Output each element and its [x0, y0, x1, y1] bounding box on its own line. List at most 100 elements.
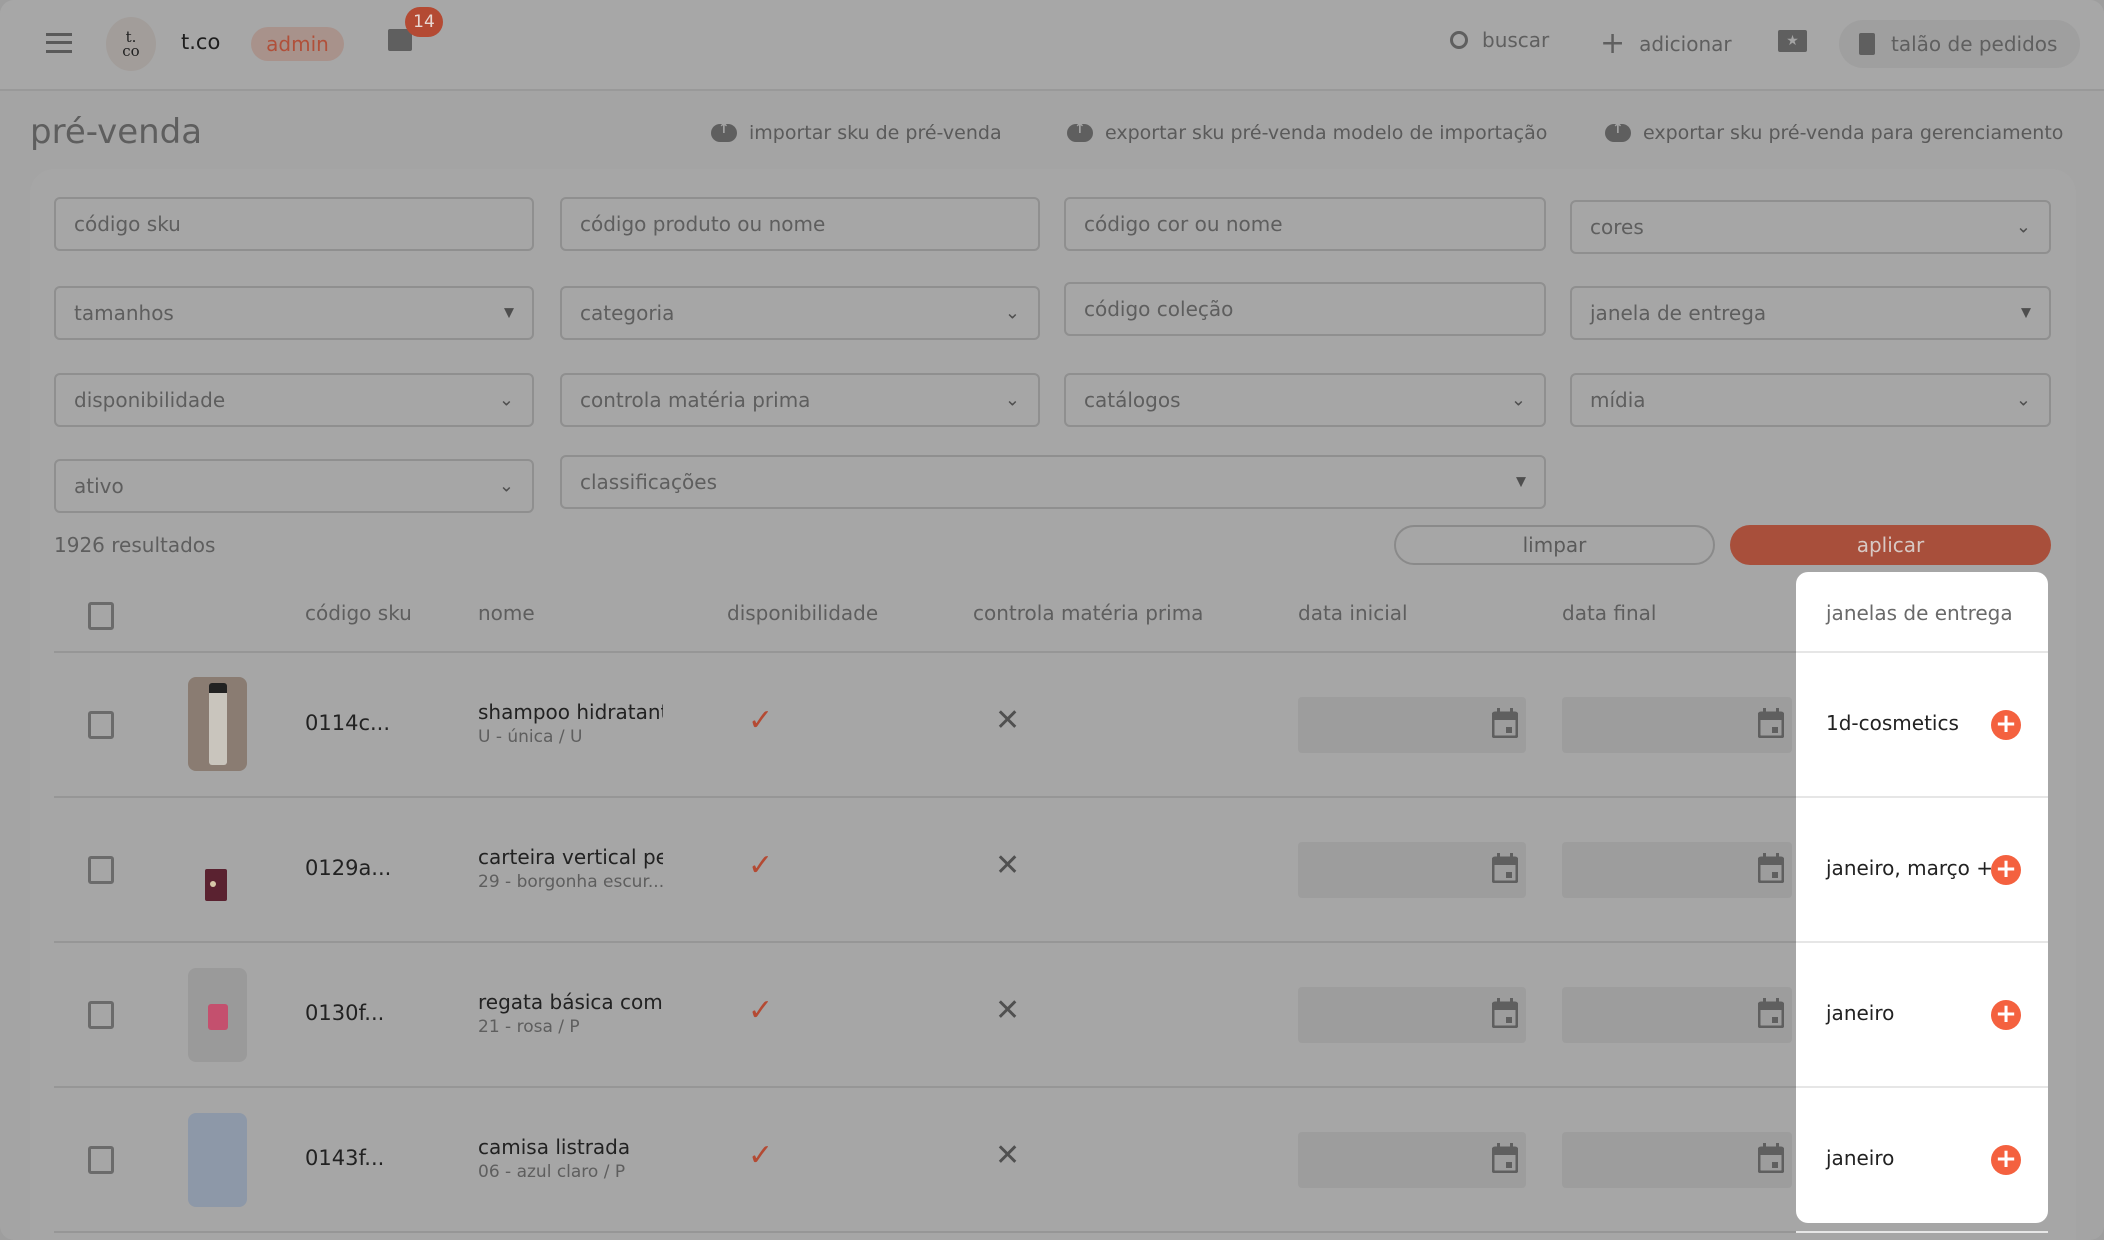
placeholder: código produto ou nome [580, 212, 826, 236]
row-divider [54, 1231, 1796, 1233]
chevron-down-icon: ⌄ [2015, 216, 2031, 238]
close-icon: ✕ [995, 993, 1021, 1028]
search-button[interactable]: buscar [1450, 28, 1549, 52]
start-date-input[interactable] [1298, 987, 1526, 1043]
product-name: carteira vertical pec [478, 845, 663, 869]
chevron-down-icon: ⌄ [1510, 389, 1526, 411]
add-delivery-window-icon[interactable]: + [1991, 1000, 2021, 1030]
check-icon: ✓ [748, 848, 774, 883]
add-delivery-window-icon[interactable]: + [1991, 1145, 2021, 1175]
sku-code: 0114c... [305, 711, 391, 735]
product-variant: 06 - azul claro / P [478, 1162, 626, 1182]
placeholder: cores [1590, 215, 1644, 239]
col-sku[interactable]: código sku [305, 601, 412, 625]
product-variant: U - única / U [478, 727, 583, 747]
check-icon: ✓ [748, 993, 774, 1028]
cloud-upload-icon [1067, 121, 1093, 142]
end-date-input[interactable] [1562, 842, 1792, 898]
results-count: 1926 resultados [54, 533, 216, 557]
sizes-select[interactable]: tamanhos ▼ [54, 286, 534, 340]
end-date-input[interactable] [1562, 697, 1792, 753]
product-variant: 29 - borgonha escur... [478, 872, 665, 892]
calendar-icon[interactable] [1758, 853, 1784, 883]
divider [1796, 1086, 2048, 1088]
calendar-icon[interactable] [1492, 708, 1518, 738]
close-icon: ✕ [995, 703, 1021, 738]
add-label: adicionar [1639, 31, 1732, 56]
divider [1796, 796, 2048, 798]
note-icon [1859, 33, 1875, 55]
calendar-icon[interactable] [1758, 998, 1784, 1028]
menu-icon[interactable] [46, 33, 72, 53]
export-template-link[interactable]: exportar sku pré-venda modelo de importa… [1067, 121, 1548, 144]
col-start-date[interactable]: data inicial [1298, 601, 1408, 625]
add-delivery-window-icon[interactable]: + [1991, 855, 2021, 885]
end-date-input[interactable] [1562, 1132, 1792, 1188]
chat-icon[interactable] [388, 29, 412, 51]
link-label: exportar sku pré-venda para gerenciament… [1643, 122, 2064, 144]
placeholder: classificações [580, 470, 718, 494]
sku-code: 0129a... [305, 856, 392, 880]
link-label: exportar sku pré-venda modelo de importa… [1105, 122, 1548, 144]
row-divider [54, 941, 1796, 943]
export-management-link[interactable]: exportar sku pré-venda para gerenciament… [1605, 121, 2064, 144]
placeholder: código coleção [1084, 297, 1234, 321]
classifications-select[interactable]: classificações ▼ [560, 455, 1546, 509]
apply-button[interactable]: aplicar [1730, 525, 2051, 565]
start-date-input[interactable] [1298, 1132, 1526, 1188]
raw-material-select[interactable]: controla matéria prima ⌄ [560, 373, 1040, 427]
delivery-windows-value: janeiro, março + [1826, 856, 1993, 880]
import-sku-link[interactable]: importar sku de pré-venda [711, 121, 1002, 144]
calendar-icon[interactable] [1758, 708, 1784, 738]
availability-select[interactable]: disponibilidade ⌄ [54, 373, 534, 427]
start-date-input[interactable] [1298, 697, 1526, 753]
chevron-down-icon: ⌄ [2015, 389, 2031, 411]
placeholder: catálogos [1084, 388, 1181, 412]
check-icon: ✓ [748, 1138, 774, 1173]
select-all-checkbox[interactable] [88, 602, 114, 630]
calendar-icon[interactable] [1492, 998, 1518, 1028]
calendar-icon[interactable] [1492, 1143, 1518, 1173]
caret-down-icon: ▼ [1516, 474, 1526, 490]
delivery-windows-value: janeiro [1826, 1001, 1895, 1025]
add-delivery-window-icon[interactable]: + [1991, 710, 2021, 740]
top-bar: t. co t.co admin 14 buscar + adicionar ★ … [0, 0, 2104, 91]
collection-code-input[interactable]: código coleção [1064, 282, 1546, 336]
color-code-input[interactable]: código cor ou nome [1064, 197, 1546, 251]
colors-select[interactable]: cores ⌄ [1570, 200, 2051, 254]
brand-name: t.co [181, 30, 221, 54]
col-end-date[interactable]: data final [1562, 601, 1657, 625]
start-date-input[interactable] [1298, 842, 1526, 898]
row-checkbox[interactable] [88, 711, 114, 739]
placeholder: categoria [580, 301, 675, 325]
row-checkbox[interactable] [88, 1146, 114, 1174]
col-raw-material[interactable]: controla matéria prima [973, 601, 1204, 625]
delivery-window-select[interactable]: janela de entrega ▼ [1570, 286, 2051, 340]
divider [1796, 941, 2048, 943]
delivery-windows-value: 1d-cosmetics [1826, 711, 1959, 735]
clear-button[interactable]: limpar [1394, 525, 1715, 565]
product-name: camisa listrada [478, 1135, 631, 1159]
active-select[interactable]: ativo ⌄ [54, 459, 534, 513]
end-date-input[interactable] [1562, 987, 1792, 1043]
brand-logo[interactable]: t. co [106, 17, 156, 71]
add-button[interactable]: + adicionar [1600, 26, 1732, 61]
category-select[interactable]: categoria ⌄ [560, 286, 1040, 340]
product-input[interactable]: código produto ou nome [560, 197, 1040, 251]
sku-code: 0130f... [305, 1001, 385, 1025]
calendar-icon[interactable] [1492, 853, 1518, 883]
col-availability[interactable]: disponibilidade [727, 601, 879, 625]
media-select[interactable]: mídia ⌄ [1570, 373, 2051, 427]
order-book-button[interactable]: talão de pedidos [1839, 20, 2080, 68]
cloud-upload-icon [1605, 121, 1631, 142]
divider [1796, 651, 2048, 653]
notification-badge: 14 [405, 7, 443, 37]
calendar-icon[interactable] [1758, 1143, 1784, 1173]
row-checkbox[interactable] [88, 1001, 114, 1029]
header-divider [54, 651, 1796, 653]
sku-code-input[interactable]: código sku [54, 197, 534, 251]
star-ticket-icon[interactable]: ★ [1778, 30, 1807, 52]
catalogs-select[interactable]: catálogos ⌄ [1064, 373, 1546, 427]
row-checkbox[interactable] [88, 856, 114, 884]
col-name[interactable]: nome [478, 601, 535, 625]
